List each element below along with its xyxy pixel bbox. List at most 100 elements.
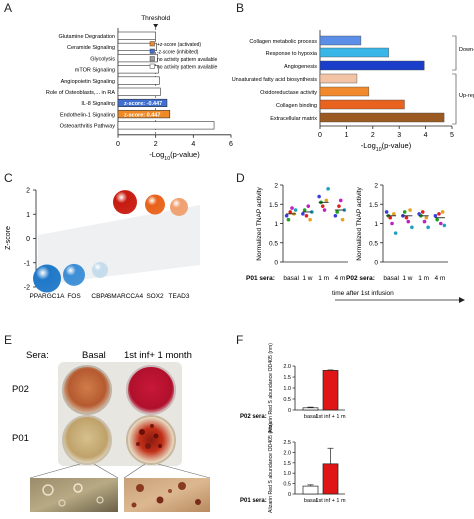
- data-point: [420, 210, 425, 214]
- sphere-point: [145, 194, 165, 215]
- panel-d: D 0 0.5 1 1.5 2 Normalized TNAP activity basal…: [236, 171, 465, 303]
- panel-letter-b: B: [236, 1, 244, 15]
- data-point: [384, 210, 389, 214]
- x-axis-label: -Log10(p-value): [149, 150, 200, 162]
- panel-letter-d: D: [236, 171, 245, 185]
- bar: [319, 60, 425, 71]
- bar: [117, 110, 171, 119]
- sphere-point: [92, 262, 108, 279]
- data-point: [442, 223, 447, 228]
- y-tick-label: 2: [274, 183, 278, 190]
- p01-infusion-nodules: [136, 424, 162, 449]
- category-label: 4 m: [434, 275, 445, 282]
- group-bracket: [452, 73, 457, 125]
- data-point: [422, 219, 427, 224]
- data-point: [393, 231, 398, 235]
- connector-line: [123, 463, 146, 479]
- column-label-basal: Basal: [82, 350, 106, 361]
- category-label: 1st inf + 1 m: [315, 498, 346, 504]
- bar: [319, 99, 405, 110]
- bar: [117, 65, 159, 74]
- panel-a: A 0 2 4 6 -Log10(p-value) Threshold Glutamine …: [4, 1, 233, 162]
- well-p01-basal: [62, 415, 112, 465]
- category-label: 1 w: [302, 275, 312, 282]
- y-tick-label: 2.5: [283, 440, 291, 446]
- y-tick-label: 2: [374, 183, 378, 190]
- data-point: [308, 217, 312, 222]
- y-axis-label: Alizarin Red S abundance OD405 (nm): [268, 423, 274, 513]
- category-label: 1 w: [402, 275, 412, 282]
- y-tick-label: 0: [26, 236, 30, 243]
- x-tick-label: 3: [397, 132, 401, 139]
- data-point: [293, 208, 298, 212]
- background-wedge: [38, 205, 200, 285]
- y-tick-label: 0.5: [283, 397, 291, 403]
- y-tick-label: -1: [24, 260, 30, 267]
- data-point: [320, 204, 325, 208]
- category-label: Unsaturated fatty acid biosynthesis: [232, 77, 318, 83]
- micrograph-basal: [30, 478, 118, 512]
- panel-letter-f: F: [236, 333, 243, 347]
- bar: [322, 463, 339, 495]
- data-point: [438, 221, 443, 226]
- well-p02-basal: [62, 365, 112, 415]
- data-point: [440, 210, 445, 214]
- data-point: [286, 217, 291, 222]
- data-point: [306, 204, 311, 208]
- panel-letter-a: A: [4, 1, 12, 15]
- panel-a-chart: 0 2 4 6 -Log10(p-value) Threshold Glutamine De…: [46, 15, 233, 162]
- category-label: Role of Osteoblasts,... in RA: [46, 90, 115, 96]
- connector-line: [93, 463, 119, 479]
- legend-swatch: [149, 48, 155, 54]
- y-tick-label: 1.5: [269, 202, 278, 209]
- category-label: SMARCCA4: [107, 293, 144, 300]
- category-label: 4 m: [334, 275, 345, 282]
- data-point: [337, 204, 341, 208]
- category-label: IL-8 Signaling: [81, 101, 115, 107]
- category-label: basal: [383, 275, 399, 282]
- time-label: time after 1st infusion: [332, 290, 394, 297]
- data-point: [433, 214, 438, 218]
- x-axis-label: -Log10(p-value): [361, 141, 412, 153]
- group-label: Down-regulated genes: [459, 47, 474, 53]
- connector-line: [157, 463, 211, 479]
- bar: [117, 87, 161, 96]
- category-label: Endothelin-1 Signaling: [60, 112, 115, 118]
- data-point: [302, 208, 307, 212]
- y-tick-label: 0: [288, 492, 291, 498]
- group-label: P01 sera:: [240, 498, 267, 504]
- category-label: mTOR Signaling: [75, 68, 115, 74]
- data-point: [304, 214, 309, 218]
- data-point: [290, 206, 294, 210]
- y-tick-label: 1.0: [283, 471, 291, 477]
- y-tick-label: 0: [288, 408, 291, 414]
- bar: [302, 485, 319, 495]
- group-bracket: [452, 35, 457, 71]
- data-point: [392, 212, 396, 216]
- data-point: [437, 212, 441, 216]
- group-label: P01 sera:: [246, 275, 275, 282]
- bar: [117, 76, 160, 85]
- panel-f-chart: 0 0.5 1.0 1.5 2.0 Alizarin Red S abundance OD…: [240, 343, 346, 513]
- data-point: [333, 214, 338, 218]
- data-point: [301, 212, 305, 216]
- x-tick-label: 2: [371, 132, 375, 139]
- panel-letter-c: C: [4, 171, 13, 185]
- y-tick-label: 0.5: [269, 240, 278, 247]
- bar: [117, 54, 158, 63]
- row-label-p01: P01: [12, 433, 29, 444]
- data-point: [404, 215, 409, 220]
- data-point: [390, 221, 394, 226]
- bar: [117, 98, 168, 107]
- legend-swatch: [149, 56, 155, 62]
- bar: [319, 35, 362, 46]
- y-axis-label: Normalized TNAP activity: [256, 187, 263, 261]
- y-tick-label: -2: [24, 285, 30, 292]
- y-tick-label: 1: [274, 221, 278, 228]
- category-label: basal: [283, 275, 299, 282]
- data-point: [402, 210, 407, 214]
- category-label: Collagen metabolic process: [249, 39, 317, 45]
- sera-label: Sera:: [26, 350, 49, 361]
- data-point: [335, 210, 339, 214]
